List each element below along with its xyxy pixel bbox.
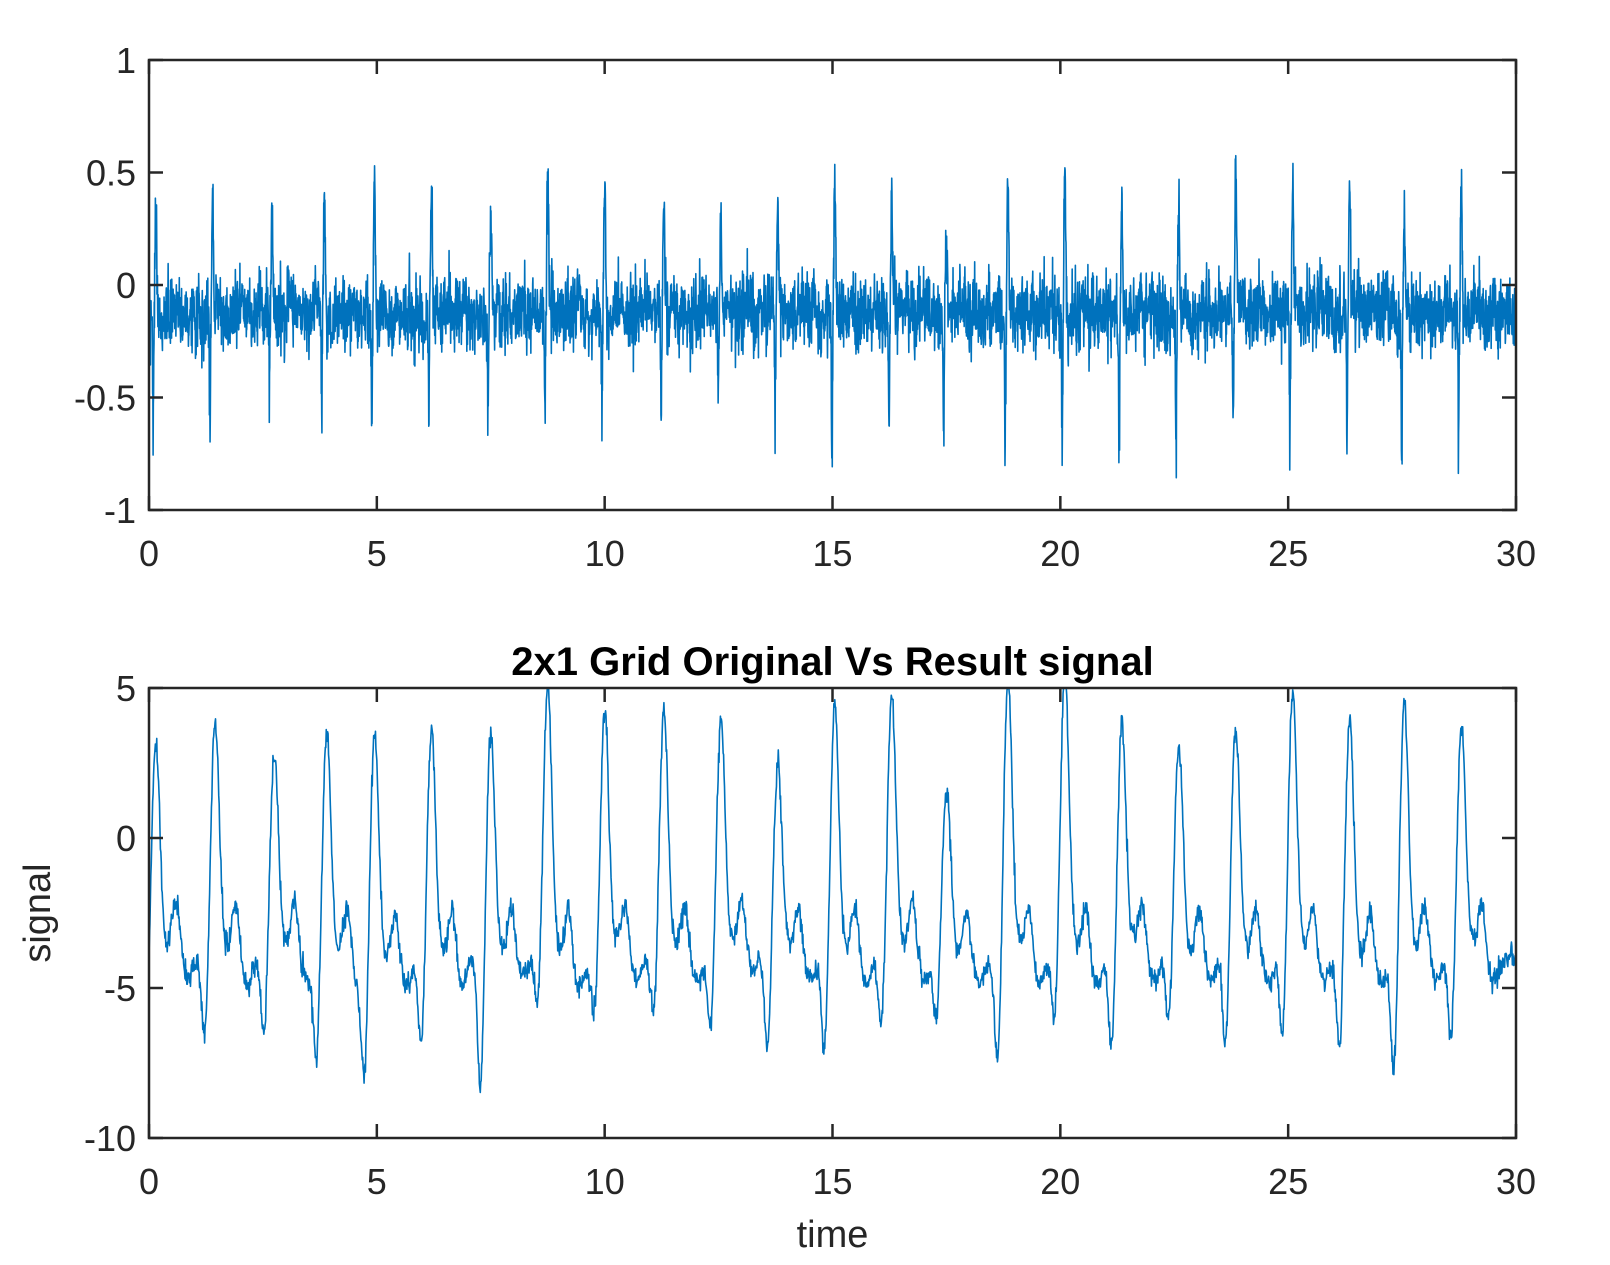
x-tick-label: 0	[139, 533, 159, 574]
tick-marks	[147, 58, 1518, 512]
y-tick-label: 0	[116, 818, 136, 859]
y-axis-label: signal	[17, 863, 59, 962]
tick-marks	[147, 686, 1518, 1140]
subplot-original: 0 5 10 15 20 25 30 -1 -0.5 0 0.5 1	[74, 40, 1536, 574]
x-tick-label: 20	[1040, 533, 1080, 574]
x-tick-label: 30	[1496, 533, 1536, 574]
y-tick-label: 0	[116, 265, 136, 306]
chart-title: 2x1 Grid Original Vs Result signal	[511, 640, 1153, 684]
subplot-result: 2x1 Grid Original Vs Result signal 0 5 1…	[17, 640, 1536, 1256]
x-tick-label: 25	[1268, 533, 1308, 574]
y-tick-label: -10	[84, 1118, 136, 1159]
x-tick-label: 15	[812, 1161, 852, 1202]
y-tick-label: -5	[104, 968, 136, 1009]
y-tick-labels: -1 -0.5 0 0.5 1	[74, 40, 136, 531]
y-tick-label: 1	[116, 40, 136, 81]
x-axis-label: time	[797, 1214, 869, 1256]
x-tick-labels: 0 5 10 15 20 25 30	[139, 1161, 1536, 1202]
x-tick-label: 25	[1268, 1161, 1308, 1202]
x-tick-label: 5	[367, 1161, 387, 1202]
y-tick-label: -1	[104, 490, 136, 531]
series-line	[148, 687, 1517, 1094]
y-tick-label: 0.5	[86, 153, 136, 194]
x-tick-label: 0	[139, 1161, 159, 1202]
y-tick-labels: -10 -5 0 5	[84, 668, 136, 1159]
x-tick-labels: 0 5 10 15 20 25 30	[139, 533, 1536, 574]
x-tick-label: 30	[1496, 1161, 1536, 1202]
x-tick-label: 15	[812, 533, 852, 574]
x-tick-label: 5	[367, 533, 387, 574]
x-tick-label: 10	[585, 1161, 625, 1202]
x-tick-label: 10	[585, 533, 625, 574]
y-tick-label: 5	[116, 668, 136, 709]
x-tick-label: 20	[1040, 1161, 1080, 1202]
series-line	[148, 154, 1517, 479]
y-tick-label: -0.5	[74, 378, 136, 419]
